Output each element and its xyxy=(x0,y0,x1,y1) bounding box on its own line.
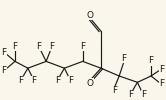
Text: O: O xyxy=(86,11,93,20)
Text: F: F xyxy=(141,90,146,100)
Text: F: F xyxy=(2,48,7,57)
Text: F: F xyxy=(12,42,17,51)
Text: F: F xyxy=(80,42,85,51)
Text: F: F xyxy=(122,54,127,63)
Text: F: F xyxy=(128,90,133,100)
Text: F: F xyxy=(37,42,42,51)
Text: F: F xyxy=(149,56,154,65)
Text: F: F xyxy=(2,66,7,75)
Text: F: F xyxy=(32,76,37,85)
Text: F: F xyxy=(159,79,164,88)
Text: F: F xyxy=(159,65,164,74)
Text: F: F xyxy=(49,42,54,51)
Text: F: F xyxy=(112,86,117,95)
Text: F: F xyxy=(68,76,73,85)
Text: F: F xyxy=(18,76,23,85)
Text: O: O xyxy=(86,79,93,88)
Text: F: F xyxy=(55,76,60,85)
